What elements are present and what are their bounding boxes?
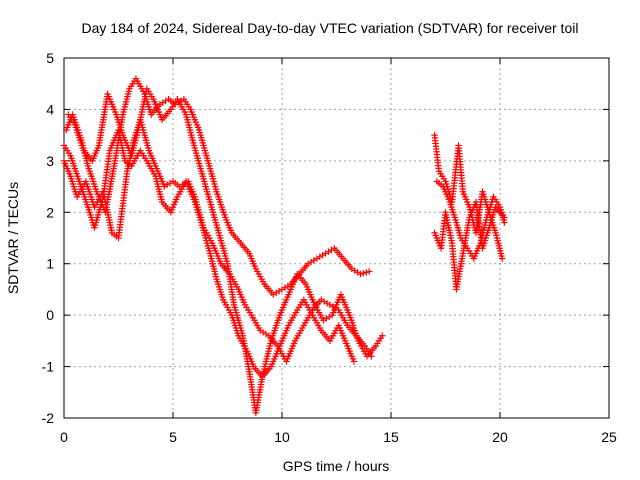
y-tick-label: 1 (46, 256, 54, 272)
data-point (501, 219, 508, 226)
x-tick-label: 25 (601, 429, 617, 445)
y-axis-label: SDTVAR / TECUs (5, 182, 21, 294)
data-point-interp (360, 269, 367, 277)
plot-frame (63, 57, 610, 419)
y-tick-label: 4 (46, 101, 54, 117)
data-point (366, 268, 373, 275)
x-tick-label: 10 (274, 429, 290, 445)
data-point (357, 270, 364, 278)
data-marks (60, 75, 508, 417)
y-tick-label: -2 (42, 410, 55, 426)
x-tick-label: 0 (60, 429, 68, 445)
data-point (379, 332, 386, 339)
y-tick-label: -1 (42, 359, 55, 375)
x-tick-label: 5 (169, 429, 177, 445)
data-point (350, 358, 358, 365)
y-tick-label: 0 (46, 307, 54, 323)
x-axis-label: GPS time / hours (283, 458, 390, 474)
y-tick-label: 3 (46, 153, 54, 169)
axis-ticks: 0 5 10 15 20 25 -2 -1 0 1 2 3 4 5 (42, 50, 617, 445)
data-point-interp (363, 269, 370, 276)
data-point (498, 255, 506, 262)
y-tick-label: 2 (46, 204, 54, 220)
y-tick-label: 5 (46, 50, 54, 66)
x-tick-label: 15 (383, 429, 399, 445)
x-tick-label: 20 (492, 429, 508, 445)
grid (64, 58, 609, 418)
chart-title: Day 184 of 2024, Sidereal Day-to-day VTE… (82, 20, 579, 36)
